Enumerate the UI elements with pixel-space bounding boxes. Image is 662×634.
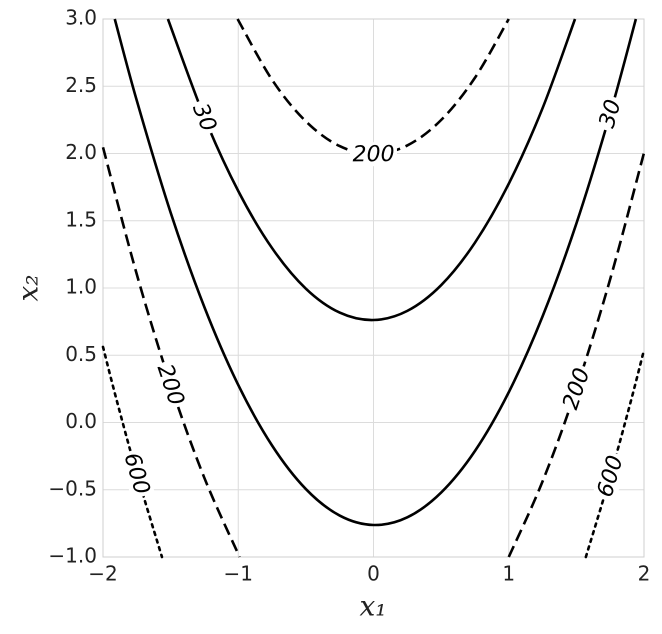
label-background <box>151 358 190 411</box>
contour-line <box>101 345 646 559</box>
y-tick-label: 0.5 <box>65 342 97 366</box>
x-axis-label: x₁ <box>359 590 386 623</box>
y-axis-label: x₂ <box>12 274 45 301</box>
label-background <box>349 141 398 167</box>
label-background <box>593 94 627 134</box>
contour-line <box>113 18 638 527</box>
contour-line <box>166 18 577 322</box>
x-tick-label: −2 <box>88 562 117 586</box>
x-tick-label: 1 <box>502 562 515 586</box>
y-tick-label: 1.0 <box>65 275 97 299</box>
x-tick-label: 2 <box>638 562 651 586</box>
plot-frame <box>102 18 645 558</box>
label-background <box>118 447 155 500</box>
label-background <box>186 97 222 138</box>
contour-label: 200 <box>352 142 394 167</box>
y-tick-label: −0.5 <box>48 476 97 500</box>
label-background <box>592 450 629 503</box>
y-tick-label: 1.5 <box>65 207 97 231</box>
y-tick-label: 3.0 <box>65 6 97 30</box>
x-tick-label: 0 <box>367 562 380 586</box>
y-tick-label: 0.0 <box>65 409 97 433</box>
y-tick-label: −1.0 <box>48 544 97 568</box>
x-tick-label: −1 <box>224 562 253 586</box>
y-tick-label: 2.0 <box>65 140 97 164</box>
label-background <box>557 362 596 415</box>
contour-label-group: 200 <box>349 141 398 167</box>
y-tick-label: 2.5 <box>65 73 97 97</box>
